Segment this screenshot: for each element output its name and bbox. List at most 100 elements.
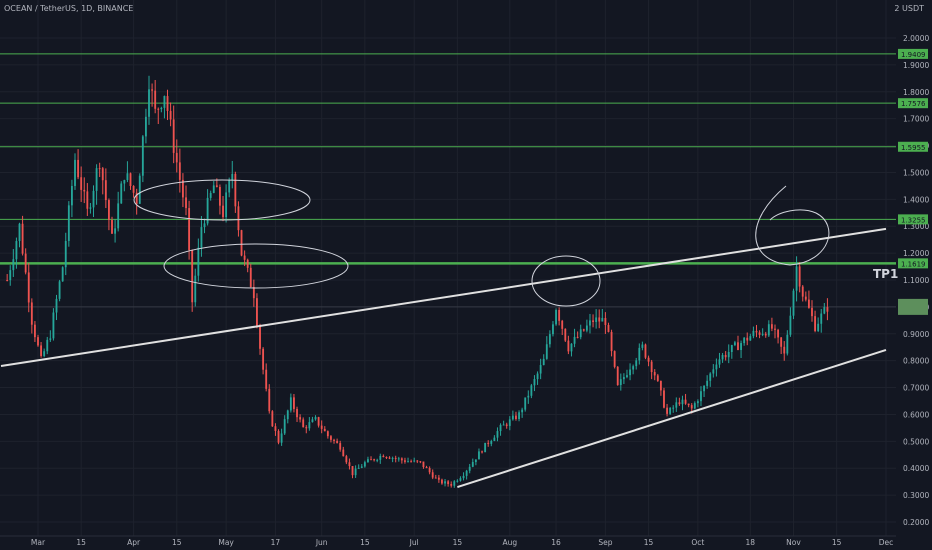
candle-body — [478, 451, 480, 460]
candle-body — [416, 460, 419, 462]
candle-body — [737, 342, 739, 351]
candle-body — [89, 207, 92, 209]
candle-body — [400, 458, 403, 461]
candle-body — [333, 439, 335, 441]
candle-body — [9, 270, 12, 281]
candle-body — [120, 183, 123, 204]
candle-body — [15, 241, 18, 260]
candle-body — [382, 455, 385, 458]
candle-body — [487, 442, 490, 444]
candle-body — [814, 316, 817, 332]
candle-body — [515, 415, 517, 420]
candle-body — [320, 425, 323, 429]
candle-body — [61, 267, 64, 282]
x-tick-label: 15 — [172, 538, 182, 547]
candle-body — [169, 110, 172, 120]
candle-body — [317, 417, 320, 426]
candle-body — [206, 197, 209, 224]
candle-body — [277, 430, 280, 443]
y-tick-label: 1.3000 — [903, 222, 929, 231]
candle-body — [188, 208, 191, 251]
candle-body — [98, 168, 101, 170]
candle-body — [727, 352, 730, 358]
candle-body — [191, 250, 194, 303]
candle-body — [595, 317, 598, 323]
candle-body — [123, 180, 126, 184]
candle-body — [502, 424, 505, 426]
candle-body — [663, 390, 665, 408]
candle-body — [434, 477, 437, 479]
candle-body — [635, 360, 638, 367]
candle-body — [240, 230, 243, 256]
candle-body — [817, 323, 820, 332]
candle-body — [256, 298, 258, 326]
candle-body — [219, 186, 221, 206]
candle-body — [323, 428, 326, 432]
candle-body — [274, 426, 277, 431]
candle-body — [740, 343, 742, 351]
candle-body — [656, 375, 659, 381]
candle-body — [351, 466, 354, 476]
candle-body — [376, 459, 379, 461]
candle-body — [622, 377, 625, 380]
candle-body — [659, 380, 662, 391]
candle-body — [222, 205, 224, 218]
candle-body — [539, 365, 542, 374]
candle-body — [404, 460, 406, 462]
candle-body — [138, 175, 141, 204]
x-tick-label: Mar — [31, 538, 46, 547]
candle-body — [518, 412, 520, 420]
candle-body — [724, 354, 727, 358]
candle-body — [533, 379, 536, 386]
candle-body — [666, 407, 668, 414]
x-tick-label: 15 — [453, 538, 463, 547]
candle-body — [524, 397, 527, 410]
candle-body — [496, 431, 499, 438]
x-tick-label: Apr — [127, 538, 141, 547]
candle-body — [589, 320, 591, 326]
candle-body — [700, 391, 702, 402]
level-tag-label: 1.3255 — [901, 216, 926, 224]
level-tag-label: 1.1619 — [901, 260, 926, 268]
candle-body — [521, 409, 524, 413]
candle-body — [348, 462, 351, 467]
candle-body — [669, 407, 672, 414]
candle-body — [527, 395, 530, 398]
candle-body — [86, 191, 89, 209]
y-tick-label: 0.5000 — [903, 437, 929, 446]
candle-body — [693, 403, 696, 409]
candle-body — [107, 200, 110, 220]
candle-body — [592, 320, 594, 323]
candle-body — [74, 159, 76, 186]
candle-body — [555, 310, 557, 325]
candle-body — [626, 375, 628, 378]
y-tick-label: 1.9000 — [903, 61, 929, 70]
time-axis[interactable]: Mar 15 Apr 15 May 17 Jun 15 Jul 15 Aug 16 Sep 15 Oct 18… — [0, 535, 896, 547]
candle-body — [101, 168, 104, 181]
candle-body — [425, 467, 428, 469]
candle-body — [43, 351, 46, 356]
candle-body — [733, 342, 736, 346]
candle-body — [299, 417, 302, 420]
candle-body — [203, 223, 206, 228]
level-tag — [898, 258, 928, 269]
last-price-tag — [898, 298, 928, 315]
candle-body — [6, 280, 9, 281]
x-tick-label: Dec — [879, 538, 894, 547]
candle-body — [675, 402, 678, 408]
candle-body — [687, 403, 690, 406]
candle-body — [293, 397, 295, 409]
candle-body — [561, 320, 564, 329]
candle-body — [431, 472, 434, 478]
candle-body — [249, 267, 252, 288]
candle-body — [706, 380, 709, 386]
candle-body — [453, 481, 456, 486]
candle-body — [641, 344, 644, 348]
candle-body — [570, 343, 573, 352]
candle-body — [252, 287, 255, 299]
candle-body — [703, 385, 705, 392]
candle-body — [764, 333, 767, 336]
x-tick-label: Sep — [598, 538, 612, 547]
candle-body — [792, 290, 795, 316]
